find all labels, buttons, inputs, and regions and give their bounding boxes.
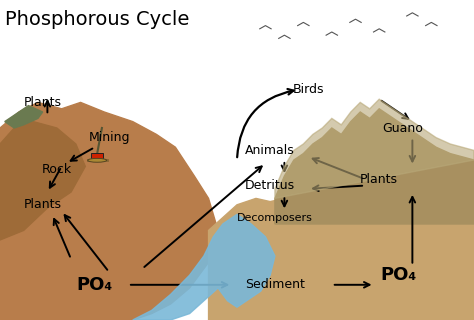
Polygon shape — [275, 99, 474, 198]
Text: Plants: Plants — [360, 173, 398, 186]
Text: Sediment: Sediment — [245, 278, 305, 291]
Text: Mining: Mining — [88, 131, 130, 144]
Text: Detritus: Detritus — [245, 179, 295, 192]
Text: Birds: Birds — [292, 83, 324, 96]
Bar — [91, 153, 103, 160]
Text: Guano: Guano — [383, 122, 423, 134]
Text: Plants: Plants — [24, 96, 62, 109]
Polygon shape — [5, 106, 43, 128]
Text: Decomposers: Decomposers — [237, 212, 313, 223]
Polygon shape — [209, 198, 474, 320]
Text: Animals: Animals — [246, 144, 295, 157]
Text: Phosphorous Cycle: Phosphorous Cycle — [5, 10, 189, 28]
Text: Plants: Plants — [24, 198, 62, 211]
Ellipse shape — [88, 158, 107, 162]
Polygon shape — [133, 214, 275, 320]
Polygon shape — [275, 109, 474, 224]
Text: PO₄: PO₄ — [77, 276, 113, 294]
Polygon shape — [0, 102, 218, 320]
Polygon shape — [0, 122, 85, 240]
Text: Rock: Rock — [42, 163, 72, 176]
Text: PO₄: PO₄ — [380, 266, 416, 284]
